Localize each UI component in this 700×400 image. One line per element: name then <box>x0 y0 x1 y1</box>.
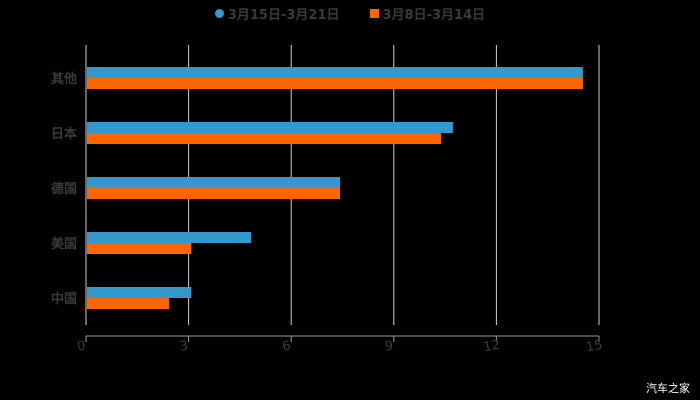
y-category-label: 美国 <box>51 236 77 252</box>
legend-item-series-1[interactable]: 3月15日-3月21日 <box>214 4 340 23</box>
chart-legend: 3月15日-3月21日 3月8日-3月14日 <box>0 4 700 23</box>
bar <box>87 188 341 199</box>
x-tick-label: 15 <box>585 338 604 356</box>
legend-square-icon <box>369 9 379 18</box>
x-tick-label: 3 <box>179 338 190 354</box>
bar <box>87 122 453 133</box>
bar <box>87 133 441 144</box>
bar <box>87 177 341 188</box>
bar <box>87 232 252 243</box>
x-tick-label: 9 <box>384 338 395 354</box>
x-tick-label: 6 <box>281 338 292 354</box>
legend-item-series-2[interactable]: 3月8日-3月14日 <box>369 4 486 23</box>
bar <box>87 298 170 309</box>
bar <box>87 287 192 298</box>
y-category-label: 德国 <box>51 181 77 197</box>
y-category-label: 其他 <box>51 71 77 87</box>
y-category-label: 日本 <box>51 126 77 142</box>
y-category-label: 中国 <box>51 291 77 307</box>
bar <box>87 243 192 254</box>
legend-label: 3月15日-3月21日 <box>227 8 340 23</box>
x-tick-label: 12 <box>482 338 501 356</box>
legend-label: 3月8日-3月14日 <box>382 8 486 23</box>
watermark: 汽车之家 <box>646 382 690 395</box>
x-tick-label: 0 <box>76 338 87 354</box>
bar <box>87 78 583 89</box>
bar <box>87 67 583 78</box>
legend-circle-icon <box>214 9 224 18</box>
